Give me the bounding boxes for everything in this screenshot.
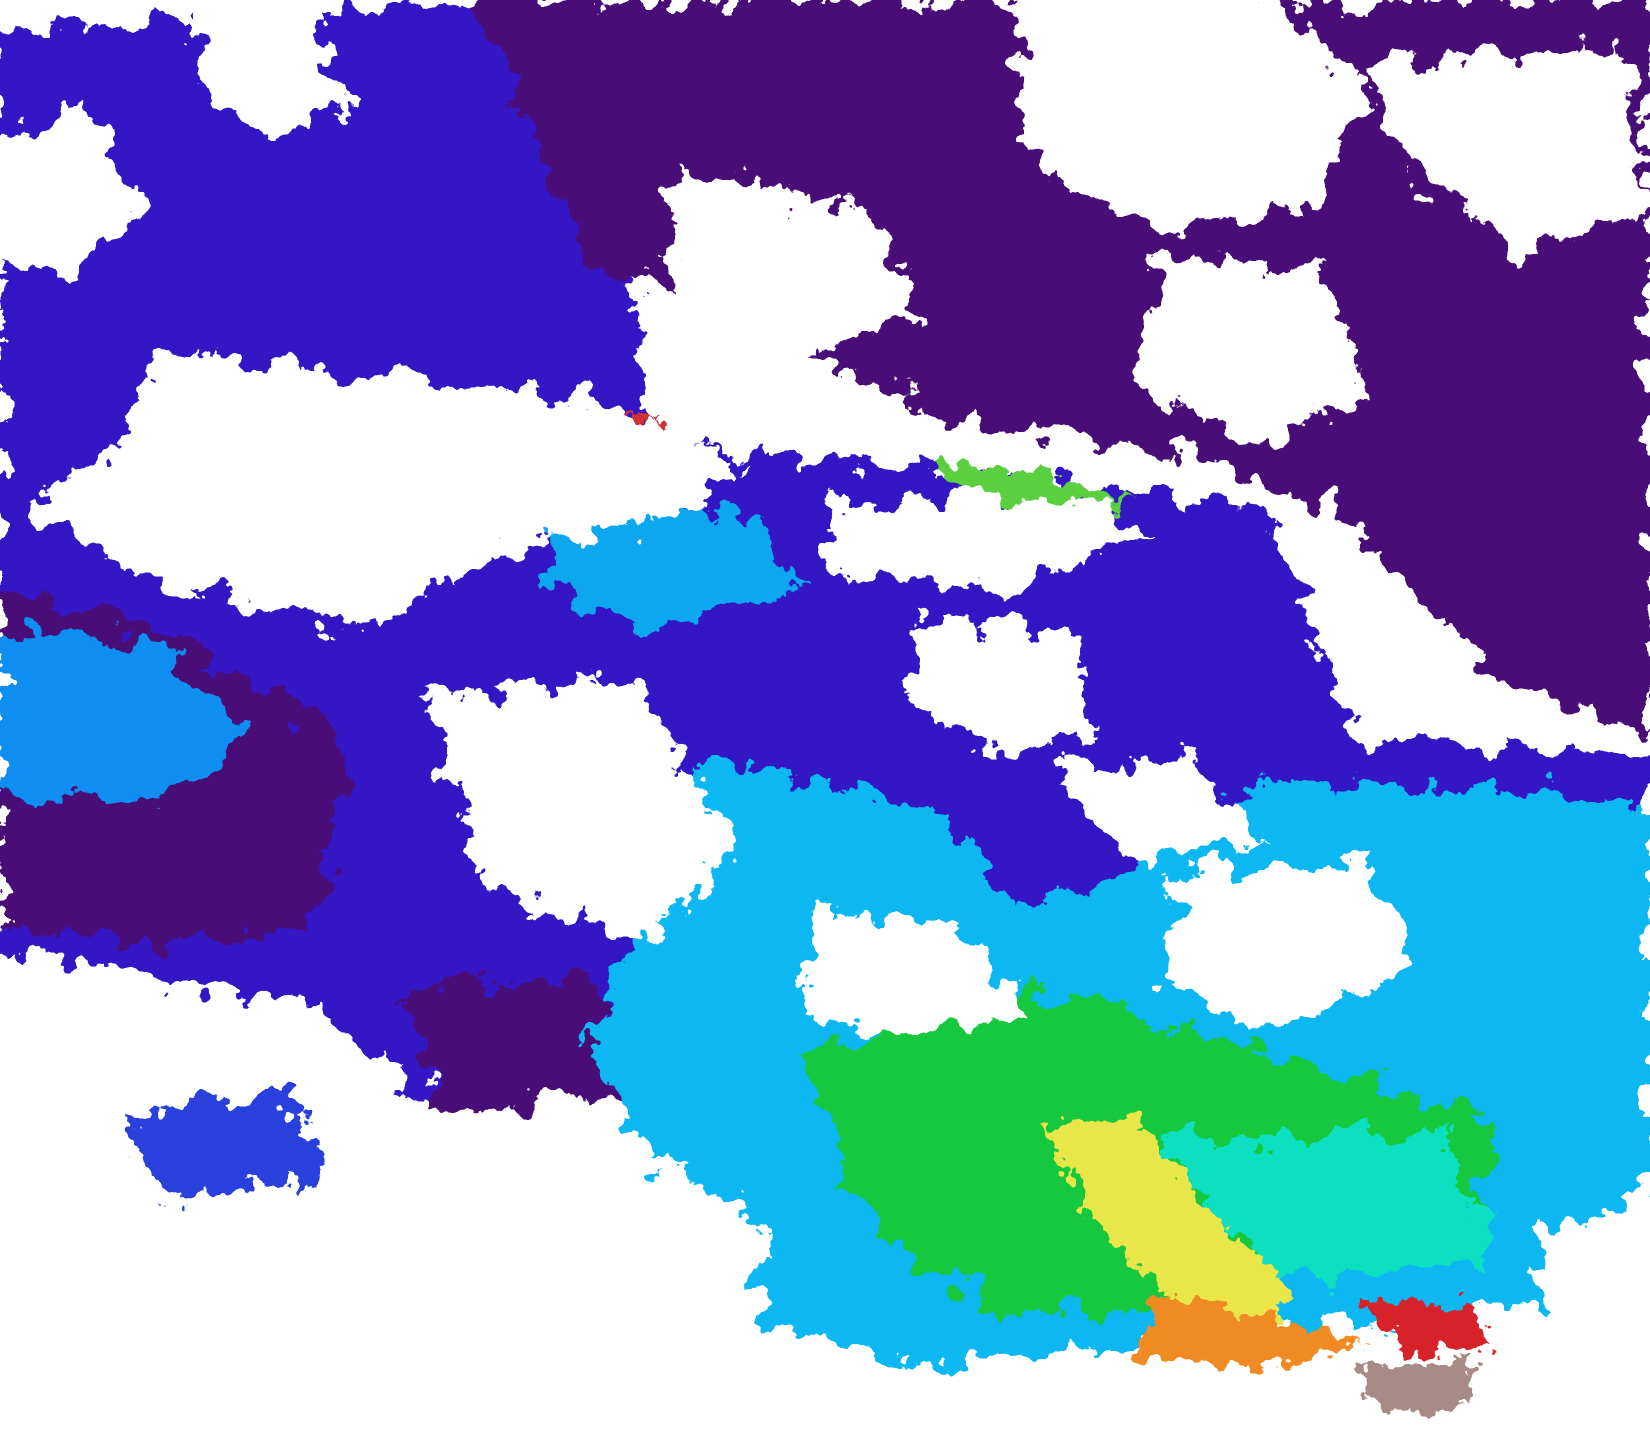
cloud [189, 0, 348, 137]
cloud [420, 673, 737, 948]
yellow-region [1041, 1115, 1295, 1337]
cloud [673, 168, 927, 358]
cloud [1515, 1199, 1650, 1430]
cyan-region [547, 505, 800, 632]
land-region [1357, 1357, 1474, 1416]
cloud [1136, 252, 1368, 442]
cloud [1052, 757, 1263, 863]
cloud [0, 968, 1053, 1430]
cloud [1010, 0, 1368, 232]
orange-region [1136, 1294, 1368, 1368]
cloud [904, 610, 1095, 758]
cloud [799, 904, 1032, 1042]
cloud [1157, 862, 1411, 1032]
red-region [1367, 1299, 1495, 1353]
green-region [926, 462, 1137, 516]
cloud [0, 105, 148, 274]
purple-region [399, 978, 632, 1116]
cloud [21, 347, 737, 632]
cyan-region [0, 631, 253, 800]
cloud [1367, 42, 1650, 253]
purple-region [473, 0, 1650, 737]
cloud [820, 494, 1158, 590]
